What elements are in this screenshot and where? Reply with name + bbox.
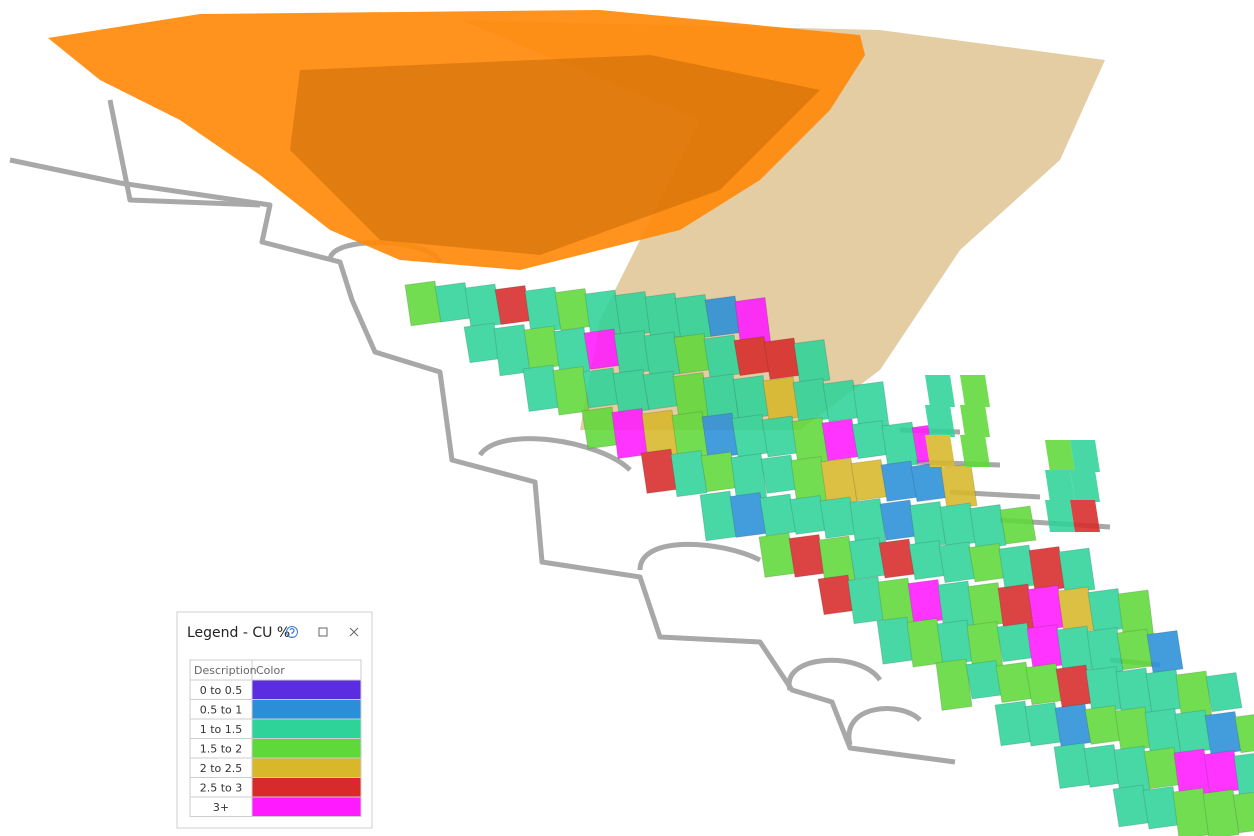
ore-block <box>960 435 990 467</box>
ore-block <box>1070 470 1100 502</box>
row-description: 1.5 to 2 <box>200 742 243 755</box>
ore-block <box>925 375 955 407</box>
row-description: 1 to 1.5 <box>200 723 243 736</box>
ore-block <box>960 375 990 407</box>
color-swatch <box>251 796 362 817</box>
row-description: 2.5 to 3 <box>200 781 243 794</box>
close-button[interactable] <box>349 627 359 637</box>
ore-block <box>1234 713 1254 754</box>
ore-block <box>1070 440 1100 472</box>
ore-block <box>1086 626 1124 676</box>
ore-block <box>925 405 955 437</box>
color-swatch <box>251 699 362 720</box>
help-button[interactable] <box>286 626 298 638</box>
ore-block <box>881 421 919 469</box>
color-swatch <box>251 757 362 778</box>
help-icon <box>289 627 295 637</box>
ore-block <box>1205 671 1243 713</box>
row-description: 3+ <box>213 801 229 814</box>
ore-blocks <box>404 280 1254 836</box>
legend-title: Legend - CU % <box>187 625 290 641</box>
ore-block <box>553 326 591 376</box>
color-swatch <box>251 718 362 739</box>
ore-block <box>1045 440 1075 472</box>
color-swatch <box>251 679 362 700</box>
maximize-button[interactable] <box>318 627 328 637</box>
ore-block <box>1202 788 1240 836</box>
color-swatch <box>251 738 362 759</box>
ore-block <box>820 457 858 506</box>
legend-window[interactable]: Legend - CU % Description Color 0 to 0.5 0.… <box>176 611 373 829</box>
ore-block <box>612 368 650 415</box>
ore-block <box>969 503 1007 550</box>
legend-table: Description Color 0 to 0.5 0.5 to 1 1 to 1.5… <box>189 659 362 817</box>
column-header: Color <box>256 664 285 677</box>
ore-block <box>1045 500 1075 532</box>
ore-block <box>999 505 1037 545</box>
ore-block <box>793 338 831 385</box>
row-description: 2 to 2.5 <box>200 762 243 775</box>
ore-block <box>935 658 973 711</box>
row-description: 0 to 0.5 <box>200 684 243 697</box>
row-description: 0.5 to 1 <box>200 703 243 716</box>
ore-block <box>960 405 990 437</box>
ore-block <box>1146 629 1184 674</box>
ore-block <box>643 331 681 379</box>
ore-block <box>1233 752 1254 802</box>
ore-block <box>1045 470 1075 502</box>
ore-block <box>925 435 955 467</box>
column-header: Description <box>194 664 257 677</box>
ore-block <box>940 463 978 511</box>
color-swatch <box>251 777 362 798</box>
ore-block <box>1232 791 1254 834</box>
ore-block <box>670 449 708 498</box>
ore-block <box>1058 547 1096 594</box>
ore-block <box>1070 500 1100 532</box>
